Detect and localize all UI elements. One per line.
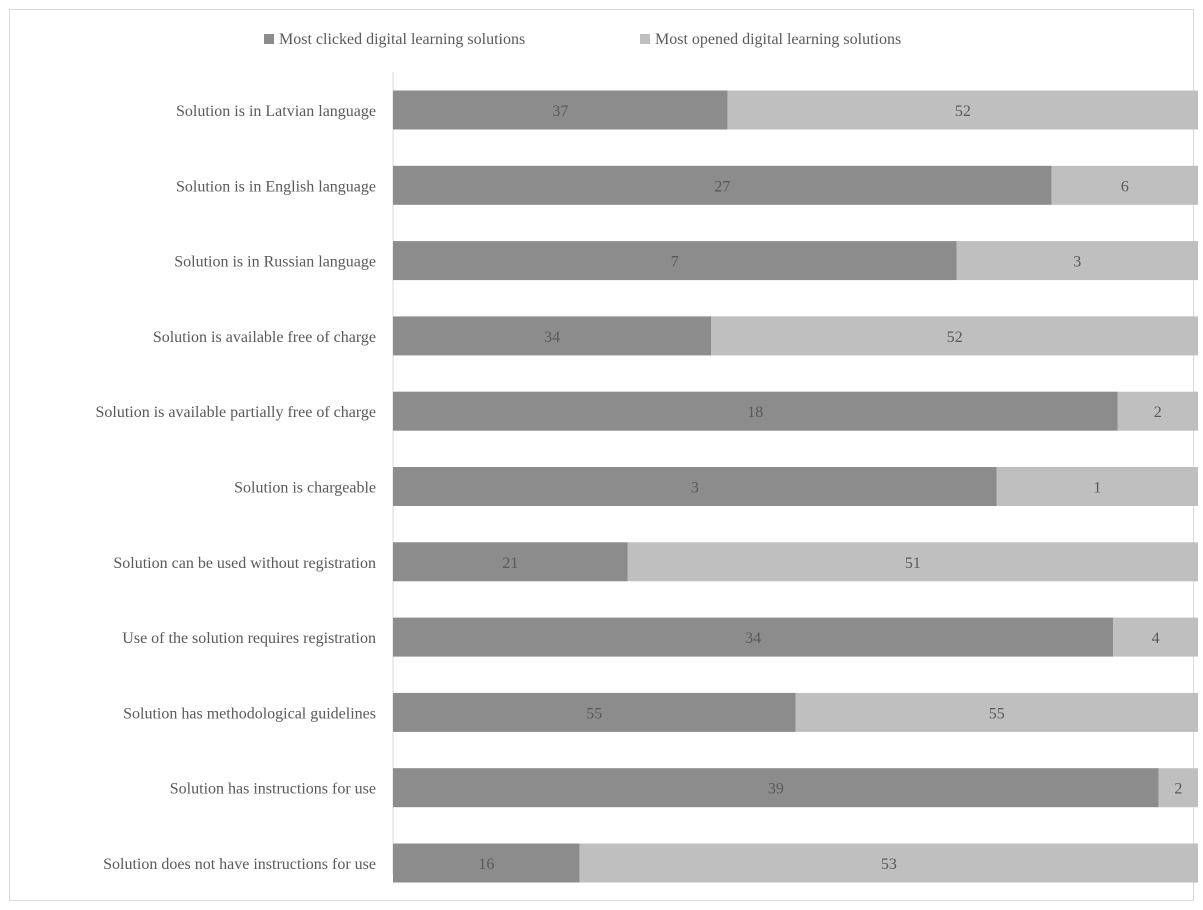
bar-segment-most-opened [956,241,1198,281]
data-label: 2 [1154,404,1162,421]
chart-frame [9,9,1194,901]
bar-segment-most-clicked [393,241,957,281]
category-label: Solution has instructions for use [170,781,376,798]
bar-segment-most-opened [727,90,1198,130]
data-label: 4 [1152,630,1160,647]
data-label: 52 [947,329,963,346]
bar-segment-most-clicked [393,843,580,883]
bar-segment-most-clicked [393,467,997,506]
category-label: Solution does not have instructions for … [103,856,376,873]
category-label: Solution can be used without registratio… [113,555,376,572]
data-label: 55 [586,705,602,722]
data-label: 21 [502,555,518,572]
category-label: Use of the solution requires registratio… [122,630,376,647]
bar-segment-most-clicked [393,316,712,356]
data-label: 2 [1174,781,1182,798]
bar-segment-most-opened [996,467,1198,506]
data-label: 52 [955,103,971,120]
bar-segment-most-opened [579,843,1198,883]
bar-segment-most-opened [1051,165,1198,205]
legend-swatch [264,34,274,44]
bar-segment-most-clicked [393,542,628,582]
legend-swatch [640,34,650,44]
bar-segment-most-clicked [393,391,1118,431]
bar-segment-most-opened [795,692,1198,732]
bar-segment-most-opened [1113,617,1198,657]
data-label: 34 [544,329,560,346]
data-label: 27 [714,178,730,195]
bar-segment-most-opened [711,316,1198,356]
category-label: Solution is in English language [176,178,376,195]
bar-segment-most-clicked [393,617,1114,657]
bar-segment-most-opened [1158,768,1198,808]
bar-segment-most-clicked [393,768,1159,808]
bar-segment-most-clicked [393,165,1052,205]
data-label: 3 [1073,254,1081,271]
data-label: 18 [747,404,763,421]
legend-label: Most opened digital learning solutions [655,31,901,48]
category-label: Solution has methodological guidelines [123,705,376,722]
data-label: 39 [768,781,784,798]
category-label: Solution is available partially free of … [96,404,377,421]
category-label: Solution is chargeable [234,480,376,497]
bar-segment-most-clicked [393,90,728,130]
data-label: 3 [691,480,699,497]
legend-label: Most clicked digital learning solutions [279,31,525,48]
category-label: Solution is in Latvian language [176,103,376,120]
bar-segment-most-opened [1117,391,1198,431]
category-label: Solution is in Russian language [174,254,376,271]
data-label: 7 [671,254,679,271]
data-label: 6 [1121,178,1129,195]
data-label: 1 [1093,480,1101,497]
data-label: 16 [478,856,494,873]
bar-segment-most-clicked [393,692,796,732]
data-label: 53 [881,856,897,873]
category-label: Solution is available free of charge [153,329,376,346]
data-label: 34 [745,630,761,647]
data-label: 37 [552,103,568,120]
bar-segment-most-opened [627,542,1198,582]
data-label: 55 [989,705,1005,722]
data-label: 51 [905,555,921,572]
